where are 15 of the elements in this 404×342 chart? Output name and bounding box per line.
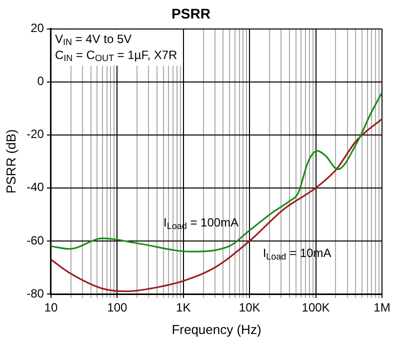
y-tick-label: 0 <box>37 74 44 88</box>
x-tick-label: 1M <box>374 300 390 315</box>
y-tick-label: -20 <box>26 127 44 142</box>
x-tick-label: 100K <box>302 300 330 315</box>
y-tick-label: -40 <box>26 180 44 194</box>
x-tick-label: 1K <box>176 300 191 315</box>
y-tick-label: -80 <box>26 286 44 300</box>
x-tick-label: 100 <box>107 300 128 315</box>
y-tick-label: 20 <box>30 21 44 36</box>
y-tick-label: -60 <box>26 233 44 248</box>
chart-title: PSRR <box>172 5 210 22</box>
y-axis-title: PSRR (dB) <box>3 129 18 194</box>
x-tick-label: 10 <box>44 300 58 315</box>
x-tick-label: 10K <box>238 300 260 315</box>
x-axis-title: Frequency (Hz) <box>172 322 262 337</box>
